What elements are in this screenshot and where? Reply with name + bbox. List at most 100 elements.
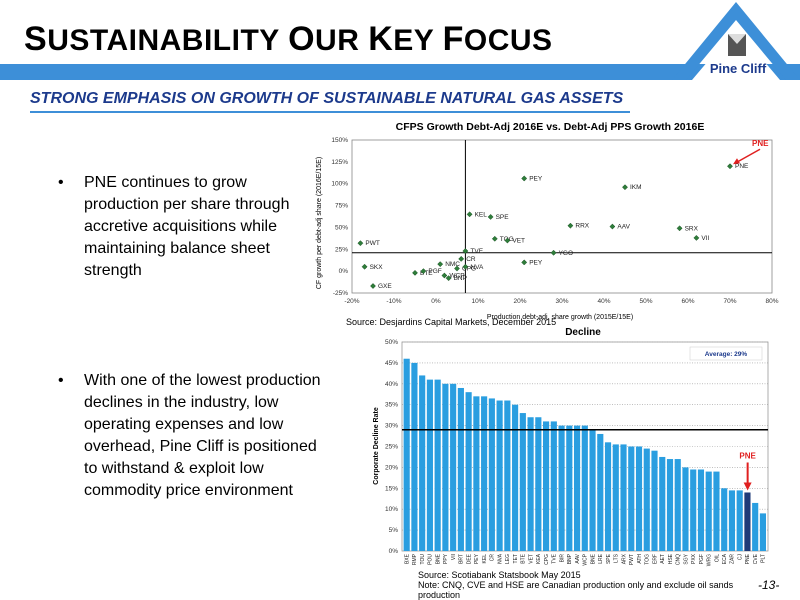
bar-category-label: TVE [552, 553, 558, 563]
bar [488, 398, 495, 551]
bar-category-label: POU [428, 554, 434, 565]
bar [651, 450, 658, 551]
bar [728, 490, 736, 551]
title-part: EY [393, 24, 443, 57]
scatter-point-label: PWT [365, 240, 379, 247]
scatter-x-tick: 10% [471, 298, 484, 305]
scatter-point [727, 163, 733, 170]
logo-mark-notch [728, 34, 746, 44]
bar [481, 396, 488, 551]
title-part: S [24, 20, 48, 58]
bar [543, 421, 550, 551]
title-part: UR [315, 24, 369, 57]
bar [535, 417, 542, 551]
bar-category-label: HSE [668, 553, 674, 564]
bar-category-label: CPG [544, 554, 550, 565]
scatter-point-label: IKM [630, 184, 642, 191]
scatter-point [361, 263, 368, 270]
title-part: OCUS [463, 24, 553, 57]
bar [434, 379, 441, 551]
scatter-point [458, 255, 465, 262]
scatter-point-label: BTE [420, 270, 433, 277]
bar [752, 502, 759, 551]
bar-category-label: TOU [420, 554, 426, 565]
bar [457, 387, 464, 551]
slide-subtitle: STRONG EMPHASIS ON GROWTH OF SUSTAINABLE… [30, 90, 624, 107]
scatter-x-tick: 20% [513, 298, 526, 305]
bar-category-label: AAV [575, 553, 581, 563]
bar-category-label: PLT [761, 554, 767, 563]
scatter-plot-area: -25% 0% 25% 50% 75% 100% 125% 150% -20% -10% 0% 10%… [331, 137, 778, 305]
bar [697, 469, 705, 551]
bar-category-label: NVA [497, 553, 503, 564]
bar-category-label: WCP [583, 553, 589, 565]
bar [666, 459, 674, 551]
logo-roof-shape [672, 2, 800, 80]
bar-category-label: BNP [567, 553, 573, 564]
bar-category-label: BIR [559, 554, 565, 563]
scatter-x-tick: 80% [765, 298, 778, 305]
bar-y-tick: 50% [385, 339, 398, 346]
scatter-point-label: SRX [685, 225, 699, 232]
scatter-point [454, 265, 460, 272]
scatter-y-tick: 25% [335, 246, 348, 253]
scatter-point [504, 237, 511, 244]
bar-y-tick: 30% [385, 423, 398, 430]
scatter-point [609, 223, 616, 230]
scatter-point [412, 269, 418, 276]
bar-category-label: VET [528, 554, 534, 564]
title-part: F [442, 20, 464, 58]
page-number: -13- [758, 578, 780, 592]
title-part: O [288, 20, 316, 58]
bar-y-tick: 5% [389, 527, 399, 534]
bar [759, 513, 766, 551]
bar-category-label: BNE [590, 553, 596, 564]
bar-category-label: TET [513, 554, 519, 563]
scatter-point [441, 272, 448, 279]
scatter-highlight-arrowhead [733, 158, 740, 165]
bar [604, 442, 612, 551]
bar-category-label: CJ [737, 554, 743, 561]
scatter-point-label: BNP [454, 275, 467, 282]
scatter-point [437, 261, 444, 268]
bar [659, 456, 666, 551]
bar [450, 383, 457, 551]
scatter-point [676, 225, 683, 232]
scatter-point-label: VII [701, 235, 709, 242]
scatter-y-tick: 50% [335, 224, 348, 231]
scatter-point [445, 275, 452, 282]
title-part: K [368, 20, 394, 58]
bar-y-tick: 35% [385, 402, 398, 409]
bar [566, 425, 573, 551]
scatter-point-label: AAV [617, 224, 630, 231]
bullet-item: • PNE continues to grow production per s… [58, 172, 320, 282]
logo-text: Pine Cliff [710, 61, 767, 76]
pine-cliff-logo: Pine Cliff [672, 2, 800, 80]
scatter-x-tick: 0% [431, 298, 441, 305]
bar-source-line: Source: Scotiabank Statsbook May 2015 [418, 570, 581, 580]
scatter-x-tick: 50% [639, 298, 652, 305]
scatter-point-label: NMC [445, 261, 460, 268]
bar-chart-title: Decline [565, 327, 601, 338]
bar [682, 467, 689, 551]
bar-category-label: KEA [536, 553, 542, 564]
scatter-point [550, 249, 557, 256]
bar-chart-source: Source: Scotiabank Statsbook May 2015 No… [418, 570, 758, 600]
scatter-title: CFPS Growth Debt-Adj 2016E vs. Debt-Adj … [396, 121, 705, 133]
bar [736, 490, 743, 551]
bar [426, 379, 433, 551]
bar-y-tick: 25% [385, 444, 398, 451]
bar [558, 425, 565, 551]
bar [550, 421, 557, 551]
scatter-point-label: VET [512, 238, 525, 245]
scatter-y-label: CF growth per debt-adj share (2016E/15E) [316, 157, 323, 289]
bar-category-label: VII [451, 554, 457, 560]
bar [527, 417, 534, 551]
bar [597, 433, 604, 551]
bar-category-label: PGF [699, 554, 705, 564]
bar-y-tick: 40% [385, 381, 398, 388]
bar-highlight-arrowhead [743, 482, 752, 491]
scatter-x-tick: 70% [723, 298, 736, 305]
bar-y-tick: 10% [385, 506, 398, 513]
bar-category-label: SPE [606, 553, 612, 564]
